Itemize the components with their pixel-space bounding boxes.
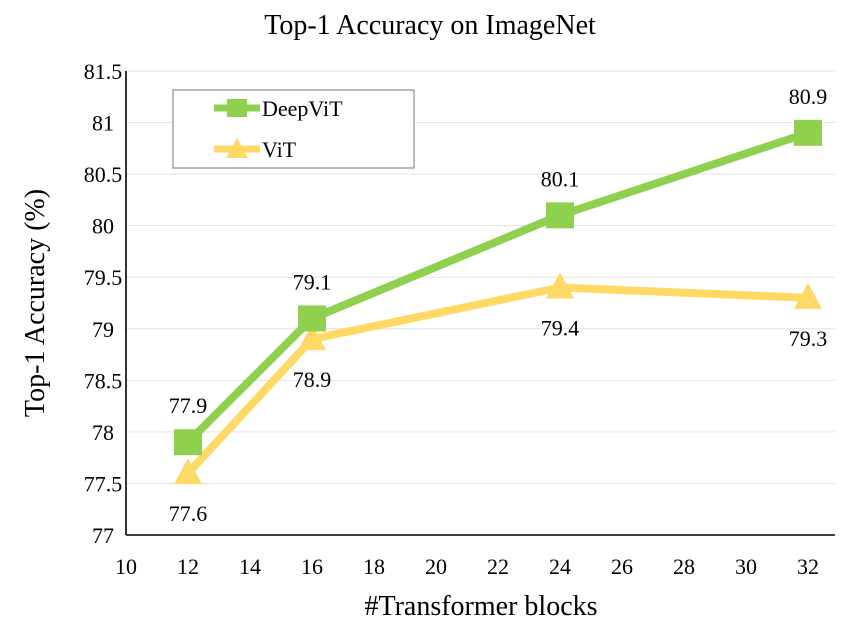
series-line-deepvit [185,129,810,446]
x-tick-label: 12 [177,554,199,579]
data-label: 77.9 [169,393,208,418]
y-tick-label: 81 [92,111,114,136]
data-point-vit [794,282,822,309]
x-axis-title: #Transformer blocks [364,591,597,622]
series-group [174,119,822,485]
x-tick-labels: 10 12 14 16 18 20 22 24 26 28 30 32 [115,554,819,579]
y-tick-labels: 77 77.5 78 78.5 79 79.5 80 80.5 81 81.5 [84,59,123,548]
chart-title: Top-1 Accuracy on ImageNet [264,10,596,41]
data-point-deepvit [174,429,202,456]
y-tick-label: 81.5 [84,59,123,84]
data-point-deepvit [546,202,574,229]
data-point-vit [298,324,326,351]
y-tick-label: 78 [92,420,114,445]
x-tick-label: 30 [735,554,757,579]
x-tick-label: 22 [487,554,509,579]
legend: DeepViT ViT [172,89,415,169]
grid-lines [126,70,835,484]
legend-deepvit-marker [227,99,247,117]
y-tick-label: 80.5 [84,162,123,187]
data-label: 77.6 [169,501,208,526]
data-point-vit [174,458,202,485]
data-point-vit [546,272,574,299]
y-tick-label: 79 [92,317,114,342]
y-tick-label: 77 [92,523,114,548]
legend-box [172,89,415,169]
x-tick-label: 20 [425,554,447,579]
data-label: 78.9 [293,367,332,392]
data-point-deepvit [794,119,822,146]
y-tick-label: 80 [92,214,114,239]
x-tick-label: 14 [239,554,261,579]
y-axis-title: Top-1 Accuracy (%) [20,189,51,417]
series-line-vit [185,283,809,476]
x-tick-label: 28 [673,554,695,579]
data-label: 79.3 [789,326,828,351]
data-point-deepvit [298,305,326,332]
data-label: 79.4 [541,316,580,341]
x-tick-label: 16 [301,554,323,579]
data-label: 80.9 [789,84,828,109]
y-tick-label: 78.5 [84,368,123,393]
x-tick-label: 18 [363,554,385,579]
data-label: 79.1 [293,269,332,294]
y-tick-label: 79.5 [84,265,123,290]
y-tick-label: 77.5 [84,471,123,496]
legend-deepvit-label: DeepViT [262,96,343,121]
data-label: 80.1 [541,166,580,191]
legend-vit-label: ViT [262,137,297,162]
x-tick-label: 32 [797,554,819,579]
data-labels: 77.6 78.9 79.4 79.3 77.9 79.1 80.1 80.9 [169,84,828,526]
legend-vit-marker [226,138,248,158]
x-tick-label: 26 [611,554,633,579]
x-tick-label: 24 [549,554,571,579]
x-tick-label: 10 [115,554,137,579]
